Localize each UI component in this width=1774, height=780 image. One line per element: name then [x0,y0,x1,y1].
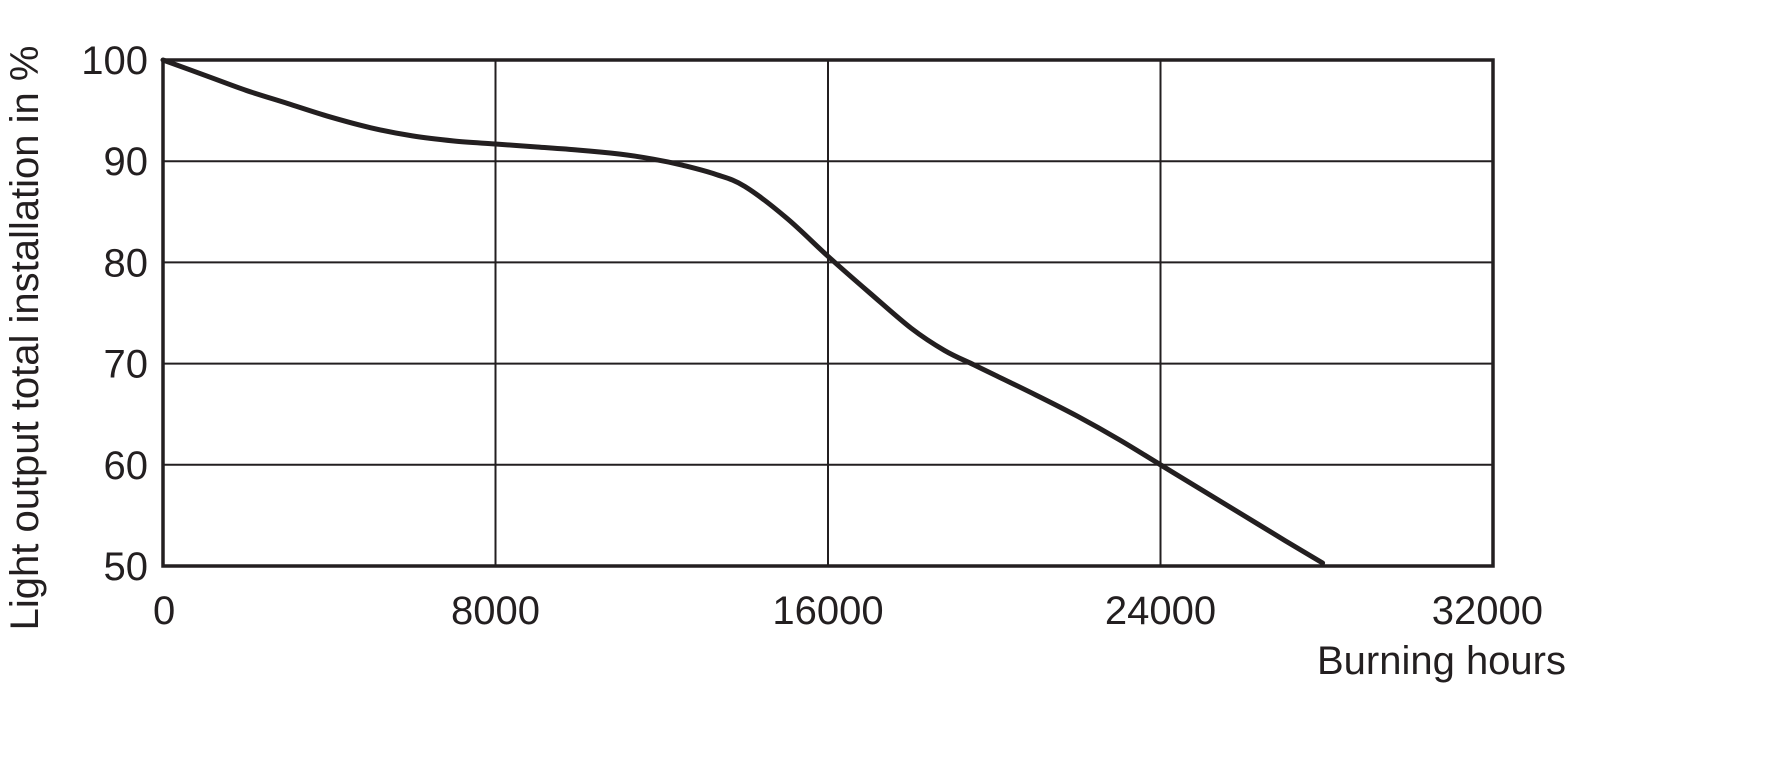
grid [163,60,1493,566]
y-tick-label: 60 [104,444,149,488]
x-tick-label: 32000 [1432,589,1543,633]
series-layer [160,57,1326,566]
y-tick-label: 50 [104,545,149,589]
series-line [160,57,1326,566]
x-tick-label: 0 [153,589,175,633]
y-axis-ticks: 50 60 70 80 90 100 [81,39,148,589]
y-tick-label: 100 [81,39,148,83]
x-tick-label: 24000 [1105,589,1216,633]
x-axis-ticks: 0 8000 16000 24000 32000 [153,589,1543,633]
y-tick-label: 90 [104,140,149,184]
y-tick-label: 80 [104,241,149,285]
x-axis-label: Burning hours [1317,639,1566,683]
plot-frame [161,58,1495,568]
x-tick-label: 16000 [772,589,883,633]
x-tick-label: 8000 [451,589,540,633]
y-tick-label: 70 [104,343,149,387]
y-axis-label: Light output total installation in % [3,46,47,631]
